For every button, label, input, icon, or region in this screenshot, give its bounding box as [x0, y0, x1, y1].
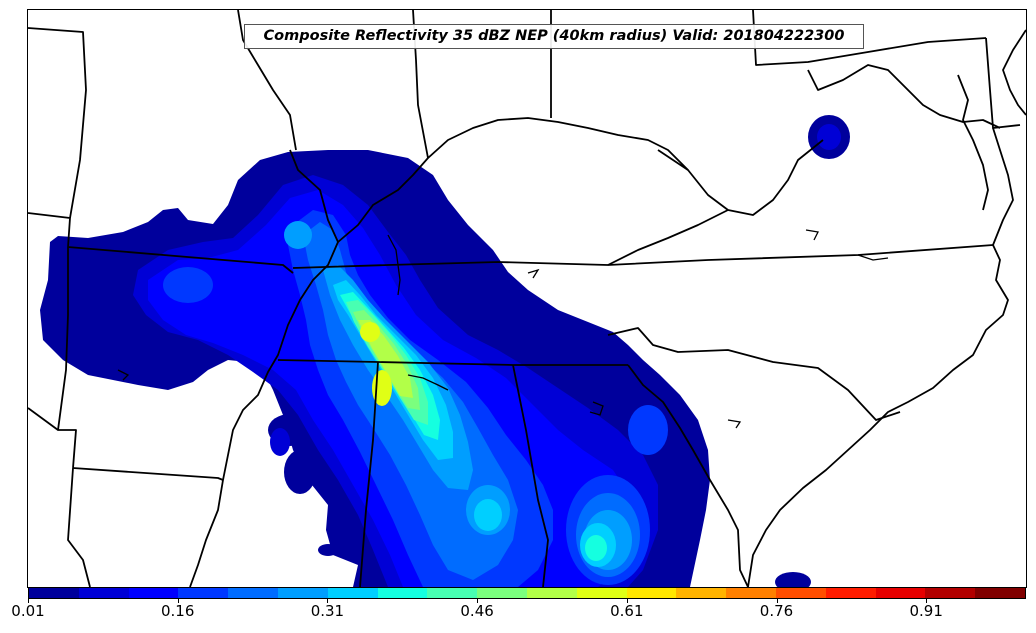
- colorbar-tick-label: 0.91: [909, 602, 943, 620]
- boundary-line: [807, 64, 1001, 129]
- lake-outline: [387, 234, 401, 296]
- colorbar-tick-label: 0.01: [11, 602, 45, 620]
- colorbar: [28, 587, 1026, 599]
- boundary-line: [752, 10, 987, 66]
- lake-outline: [527, 268, 540, 279]
- colorbar-tick-label: 0.16: [160, 602, 195, 620]
- colorbar-segment: [29, 588, 79, 598]
- boundary-line: [359, 361, 379, 587]
- colorbar-segment: [775, 588, 826, 598]
- colorbar-segment: [626, 588, 677, 598]
- colorbar-segment: [526, 588, 577, 598]
- boundary-line: [28, 407, 77, 469]
- contour-level-4: [163, 267, 213, 303]
- colorbar-tick-label: 0.46: [460, 602, 494, 620]
- boundary-line: [237, 10, 297, 151]
- coastline: [957, 74, 989, 211]
- contour-level-6: [284, 221, 312, 249]
- colorbar-segment: [427, 588, 478, 598]
- colorbar-segment: [228, 588, 278, 598]
- lake-outline: [805, 229, 819, 241]
- colorbar-tick-label: 0.76: [759, 602, 794, 620]
- contour-level-2: [817, 124, 841, 150]
- contour-level-12: [360, 322, 380, 342]
- map-title: Composite Reflectivity 35 dBZ NEP (40km …: [244, 24, 864, 49]
- colorbar-tick-mark: [327, 599, 329, 603]
- contour-level-7: [474, 499, 502, 531]
- lake-outline: [727, 419, 742, 429]
- colorbar-tick-mark: [626, 599, 628, 603]
- boundary-line: [627, 364, 749, 587]
- coastline: [992, 127, 1014, 246]
- boundary-line: [57, 247, 69, 431]
- colorbar-tick-label: 0.61: [610, 602, 644, 620]
- probability-map: [28, 10, 1026, 587]
- coastline: [1002, 29, 1026, 116]
- lake-outline: [589, 401, 604, 416]
- boundary-line: [72, 467, 224, 481]
- water-features: [117, 229, 889, 429]
- boundary-line: [512, 364, 549, 587]
- colorbar-segment: [825, 588, 876, 598]
- colorbar-segment: [178, 588, 229, 598]
- boundary-line: [985, 37, 1021, 129]
- boundary-line: [607, 209, 729, 266]
- boundary-line: [67, 467, 91, 587]
- colorbar-segment: [676, 588, 727, 598]
- boundary-line: [189, 149, 339, 587]
- boundary-line: [67, 246, 294, 274]
- contour-level-1: [318, 544, 338, 556]
- boundary-line: [337, 117, 689, 243]
- contour-level-4: [628, 405, 668, 455]
- boundary-line: [657, 139, 824, 216]
- boundary-line: [28, 27, 87, 219]
- colorbar-segment: [128, 588, 179, 598]
- contour-level-2: [270, 428, 290, 456]
- contour-level-8: [585, 535, 607, 561]
- lake-outline: [857, 254, 889, 261]
- lake-outline: [117, 369, 130, 381]
- boundary-line: [28, 212, 71, 248]
- colorbar-tick-mark: [477, 599, 479, 603]
- colorbar-tick-mark: [177, 599, 179, 603]
- colorbar-tick-mark: [926, 599, 928, 603]
- colorbar-segment: [78, 588, 129, 598]
- colorbar-tick-mark: [776, 599, 778, 603]
- colorbar-tick-mark: [28, 599, 29, 603]
- colorbar-segment: [975, 588, 1025, 598]
- colorbar-segment: [925, 588, 976, 598]
- colorbar-segment: [477, 588, 527, 598]
- boundary-line: [277, 359, 628, 366]
- coastline: [747, 244, 1009, 587]
- colorbar-segment: [377, 588, 428, 598]
- colorbar-segment: [875, 588, 926, 598]
- colorbar-segment: [327, 588, 378, 598]
- colorbar-segment: [576, 588, 627, 598]
- boundary-line: [607, 327, 901, 421]
- lake-outline: [407, 374, 449, 391]
- contour-level-1: [284, 450, 316, 494]
- contour-level-1: [775, 572, 811, 587]
- colorbar-segment: [726, 588, 776, 598]
- colorbar-segment: [277, 588, 328, 598]
- map-panel: Composite Reflectivity 35 dBZ NEP (40km …: [27, 9, 1027, 588]
- colorbar-tick-label: 0.31: [310, 602, 345, 620]
